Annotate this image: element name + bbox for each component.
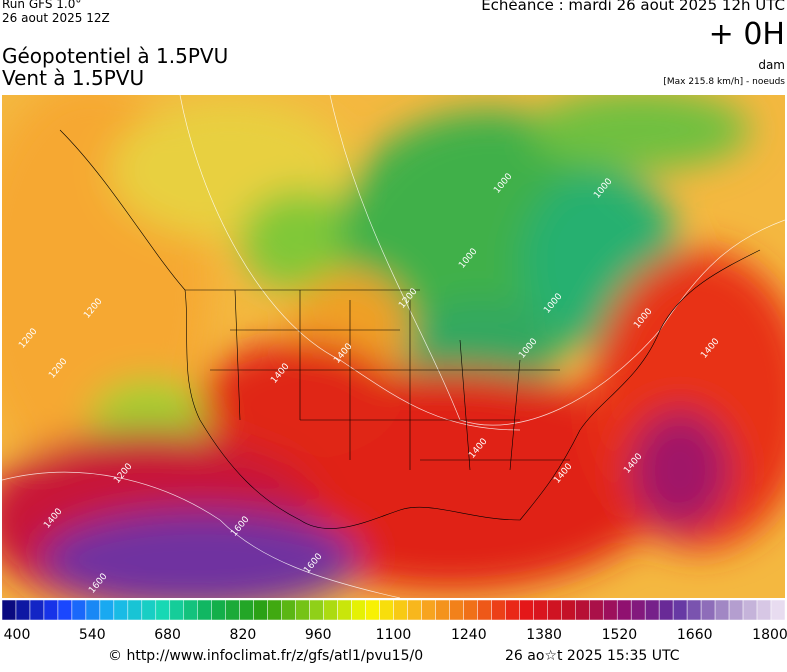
- colorbar-label: 820: [230, 627, 257, 643]
- colorbar-swatch: [99, 599, 115, 621]
- colorbar-swatch: [491, 599, 506, 621]
- colorbar-swatch: [407, 599, 422, 621]
- colorbar-label: 1380: [526, 627, 562, 643]
- colorbar-label: 680: [154, 627, 181, 643]
- colorbar-swatch: [630, 599, 646, 621]
- colorbar-swatch: [295, 599, 310, 621]
- run: Run GFS 1.0°: [2, 0, 82, 11]
- colorbar-swatch: [533, 599, 548, 621]
- colorbar-swatch: [169, 599, 185, 621]
- colorbar-swatch: [29, 599, 45, 621]
- wind-note: [Max 215.8 km/h] - noeuds: [663, 77, 785, 87]
- title: Géopotentiel à 1.5PVU: [2, 44, 229, 68]
- colorbar-swatch: [616, 599, 632, 621]
- field: [2, 95, 785, 598]
- colorbar-label: 960: [305, 627, 332, 643]
- colorbar-label: 1520: [602, 627, 638, 643]
- colorbar-swatch: [463, 599, 478, 621]
- generated: 26 ao☆t 2025 15:35 UTC: [505, 648, 680, 664]
- colorbar-swatch: [421, 599, 436, 621]
- subtitle: Vent à 1.5PVU: [2, 66, 145, 90]
- colorbar-swatch: [281, 599, 296, 621]
- colorbar-swatch: [183, 599, 198, 621]
- colorbar-label: 540: [79, 627, 106, 643]
- colorbar-swatch: [141, 599, 157, 621]
- colorbar-swatch: [267, 599, 282, 621]
- colorbar-swatch: [742, 599, 758, 621]
- colorbar-label: 1660: [677, 627, 713, 643]
- colorbar-swatch: [365, 599, 380, 621]
- colorbar-swatch: [57, 599, 73, 621]
- colorbar-swatch: [658, 599, 674, 621]
- colorbar-swatch: [211, 599, 226, 621]
- colorbar-swatch: [337, 599, 352, 621]
- colorbar-label: 400: [4, 627, 31, 643]
- colorbar-swatch: [561, 599, 576, 621]
- colorbar-swatch: [672, 599, 688, 621]
- colorbar-swatch: [728, 599, 744, 621]
- colorbar-swatch: [505, 599, 520, 621]
- colorbar-swatch: [379, 599, 394, 621]
- colorbar-swatch: [756, 599, 772, 621]
- colorbar-swatch: [197, 599, 212, 621]
- colorbar-swatch: [700, 599, 716, 621]
- valid-time: Echéance : mardi 26 aout 2025 12h UTC: [481, 0, 785, 14]
- run-date: 26 aout 2025 12Z: [2, 11, 110, 25]
- colorbar-swatch: [449, 599, 464, 621]
- colorbar-swatch: [770, 599, 786, 621]
- colorbar-swatch: [253, 599, 268, 621]
- colorbar-swatch: [113, 599, 129, 621]
- colorbar-swatch: [602, 599, 618, 621]
- colorbar-label: 1100: [376, 627, 412, 643]
- colorbar-swatch: [351, 599, 366, 621]
- colorbar-swatch: [686, 599, 702, 621]
- colorbar-swatch: [85, 599, 101, 621]
- colorbar-swatch: [714, 599, 730, 621]
- colorbar-swatch: [43, 599, 59, 621]
- colorbar-swatch: [323, 599, 338, 621]
- colorbar-swatch: [644, 599, 660, 621]
- lead-time: + 0H: [708, 17, 785, 52]
- colorbar-label: 1800: [752, 627, 787, 643]
- colorbar-swatch: [393, 599, 408, 621]
- colorbar-swatch: [309, 599, 324, 621]
- colorbar-swatch: [575, 599, 590, 621]
- colorbar-swatch: [519, 599, 534, 621]
- colorbar-swatch: [435, 599, 450, 621]
- source: © http://www.infoclimat.fr/z/gfs/atl1/pv…: [108, 648, 424, 664]
- colorbar-swatch: [127, 599, 143, 621]
- colorbar-swatch: [477, 599, 492, 621]
- colorbar-swatch: [225, 599, 240, 621]
- colorbar-swatch: [239, 599, 254, 621]
- colorbar-label: 1240: [451, 627, 487, 643]
- colorbar-swatch: [589, 599, 604, 621]
- colorbar-swatch: [15, 599, 31, 621]
- colorbar-swatch: [547, 599, 562, 621]
- unit: dam: [758, 58, 785, 72]
- colorbar-swatch: [155, 599, 171, 621]
- colorbar-swatch: [71, 599, 87, 621]
- colorbar-swatch: [1, 599, 17, 621]
